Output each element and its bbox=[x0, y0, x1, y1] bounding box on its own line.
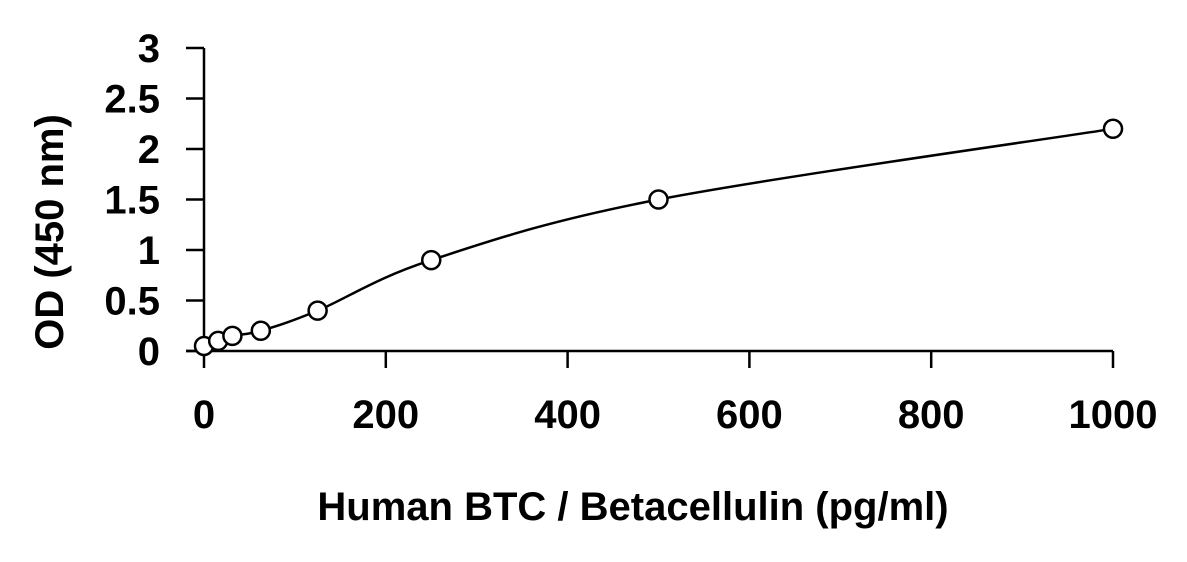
data-point bbox=[648, 189, 669, 210]
data-point bbox=[421, 249, 442, 271]
data-point bbox=[307, 300, 328, 321]
y-tick-label: 0 bbox=[138, 330, 160, 374]
data-points-group bbox=[193, 118, 1124, 357]
y-tick-label: 0.5 bbox=[104, 280, 160, 324]
x-tick-label: 0 bbox=[193, 393, 215, 437]
x-axis-title: Human BTC / Betacellulin (pg/ml) bbox=[317, 485, 948, 529]
x-tick-label: 600 bbox=[716, 393, 783, 437]
y-tick-label: 2 bbox=[138, 128, 160, 172]
y-tick-label: 2.5 bbox=[104, 78, 160, 122]
data-point bbox=[222, 325, 243, 347]
data-point bbox=[250, 320, 272, 342]
data-point bbox=[1102, 118, 1124, 140]
y-tick-group: 0 0.5 1 1.5 2 2.5 3 bbox=[104, 27, 204, 374]
y-tick-label: 1 bbox=[138, 229, 160, 273]
x-tick-group: 0 200 400 600 800 1000 bbox=[193, 351, 1158, 437]
x-tick-label: 800 bbox=[898, 393, 965, 437]
y-tick-label: 3 bbox=[138, 27, 160, 71]
fit-curve bbox=[203, 127, 1114, 348]
x-tick-label: 400 bbox=[534, 393, 601, 437]
y-axis-title: OD (450 nm) bbox=[28, 114, 72, 350]
x-tick-label: 1000 bbox=[1069, 393, 1158, 437]
x-tick-label: 200 bbox=[352, 393, 419, 437]
y-tick-label: 1.5 bbox=[104, 179, 160, 223]
